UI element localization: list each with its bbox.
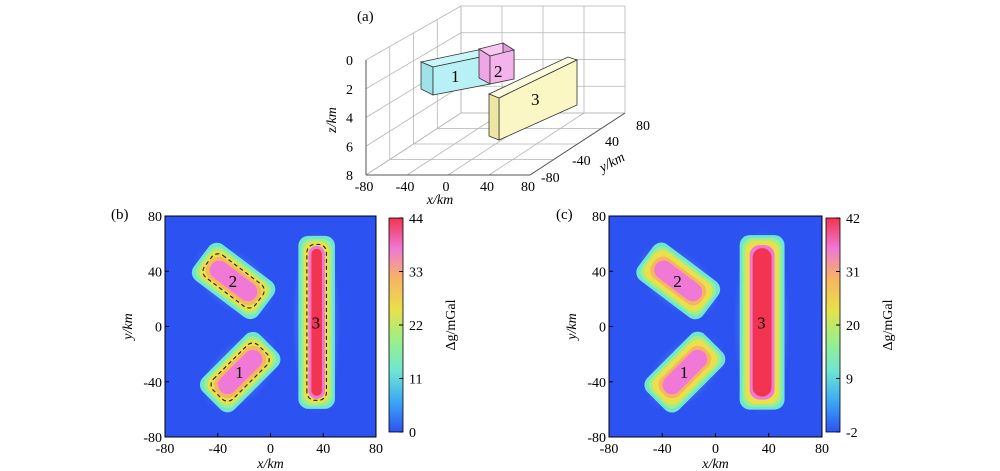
colorbar-tick-label: 33	[409, 266, 423, 281]
x-tick-label: -40	[208, 442, 227, 457]
z-tick-label: 2	[346, 83, 353, 98]
body-3-box: 3	[487, 56, 579, 141]
x-tick-label: -40	[396, 180, 415, 195]
z-tick-label: 6	[346, 140, 353, 155]
colorbar-label: Δg/mGal	[881, 299, 896, 350]
y-tick-label: 40	[592, 265, 606, 280]
body-1-label-a: 1	[451, 67, 460, 86]
panel-b-heatmap: (b) 1 2 3 -80 -40 0 40 80 80 40 0 -40 -80 x/km y/km 44 3…	[111, 207, 459, 471]
panel-a-axes	[365, 60, 626, 176]
anomaly-label: 1	[680, 363, 689, 382]
colorbar-tick-label: 31	[846, 266, 860, 281]
panel-a-y-axis-label: y/km	[595, 150, 627, 177]
anomaly-body-2	[191, 242, 276, 320]
x-tick-label: 0	[267, 442, 274, 457]
panel-a-grid	[365, 5, 626, 176]
colorbar-tick-label: 42	[846, 212, 860, 227]
y-tick-label: 0	[155, 321, 162, 336]
y-tick-label: 80	[636, 119, 650, 134]
panel-a-y-ticks: -80 -40 40 80	[541, 119, 650, 186]
anomaly-body-1	[199, 331, 281, 413]
body-outline	[202, 253, 265, 309]
x-tick-label: 40	[480, 180, 494, 195]
x-tick-label: -80	[355, 180, 374, 195]
y-tick-label: 40	[605, 135, 619, 150]
body-outline	[306, 243, 327, 401]
y-axis-label: y/km	[565, 313, 580, 341]
colorbar-tick-label: 44	[409, 212, 423, 227]
body-outline	[210, 342, 270, 402]
x-tick-label: 0	[712, 442, 719, 457]
x-tick-label: -40	[653, 442, 672, 457]
anomaly-label: 3	[757, 313, 766, 332]
x-tick-label: 80	[369, 442, 383, 457]
y-tick-label: -80	[143, 431, 162, 446]
z-tick-label: 4	[346, 112, 353, 127]
panel-a-3d-model: (a) 1 2 3 0 2 4 6 8 z/km -80 -40 0 40 80	[325, 5, 650, 208]
panel-a-x-axis-label: x/km	[426, 193, 453, 208]
panel-a-z-ticks: 0 2 4 6 8	[346, 54, 353, 184]
y-tick-label: 0	[599, 321, 606, 336]
y-tick-label: -80	[541, 171, 560, 186]
y-tick-label: 80	[592, 210, 606, 225]
body-2-box: 2	[477, 42, 516, 85]
x-axis-label: x/km	[256, 457, 283, 471]
panel-a-label: (a)	[357, 9, 374, 25]
heatmap-plot-area	[609, 216, 822, 437]
anomaly-body-2	[636, 242, 721, 320]
x-tick-label: 80	[815, 442, 829, 457]
colorbar-tick-label: 22	[409, 319, 423, 334]
z-tick-label: 8	[346, 169, 353, 184]
y-tick-label: 40	[148, 265, 162, 280]
colorbar-tick-label: -2	[846, 426, 858, 441]
y-tick-label: 80	[148, 210, 162, 225]
x-tick-label: 40	[762, 442, 776, 457]
colorbar: 42 31 20 9 -2 Δg/mGal	[825, 212, 896, 441]
panel-c-label: (c)	[556, 207, 573, 223]
anomaly-label: 2	[229, 272, 238, 291]
y-tick-label: -40	[143, 376, 162, 391]
anomaly-body-3	[733, 229, 791, 416]
x-tick-label: -80	[156, 442, 175, 457]
panel-a-x-ticks: -80 -40 0 40 80	[355, 180, 535, 195]
z-tick-label: 0	[346, 54, 353, 69]
y-axis-label: y/km	[121, 313, 136, 341]
colorbar-tick-label: 9	[846, 373, 853, 388]
colorbar: 44 33 22 11 0 Δg/mGal	[388, 212, 459, 441]
y-tick-label: -80	[587, 431, 606, 446]
anomaly-label: 2	[673, 272, 682, 291]
colorbar-tick-label: 0	[409, 426, 416, 441]
colorbar-tick-label: 11	[409, 373, 422, 388]
panel-a-z-axis-label: z/km	[325, 107, 340, 134]
panel-b-label: (b)	[111, 207, 129, 223]
anomaly-label: 1	[235, 363, 244, 382]
y-tick-label: -40	[572, 154, 591, 169]
y-tick-label: -40	[587, 376, 606, 391]
x-tick-label: 80	[521, 180, 535, 195]
x-tick-label: 40	[316, 442, 330, 457]
body-3-label-a: 3	[531, 90, 540, 109]
body-2-label-a: 2	[494, 62, 503, 81]
colorbar-tick-label: 20	[846, 319, 860, 334]
heatmap-plot-area	[165, 216, 376, 437]
x-axis-label: x/km	[701, 457, 728, 471]
x-tick-label: -80	[600, 442, 619, 457]
heatmap-background	[165, 216, 376, 437]
x-tick-label: 0	[443, 180, 450, 195]
anomaly-body-1	[644, 331, 726, 413]
anomaly-body-3	[292, 229, 341, 415]
colorbar-label: Δg/mGal	[444, 299, 459, 350]
anomaly-label: 3	[312, 313, 321, 332]
panel-c-heatmap: (c) 1 2 3 -80 -40 0 40 80 80 40 0 -40 -80 x/km y/km 42 3…	[556, 207, 896, 471]
body-1-box: 1	[419, 49, 492, 96]
